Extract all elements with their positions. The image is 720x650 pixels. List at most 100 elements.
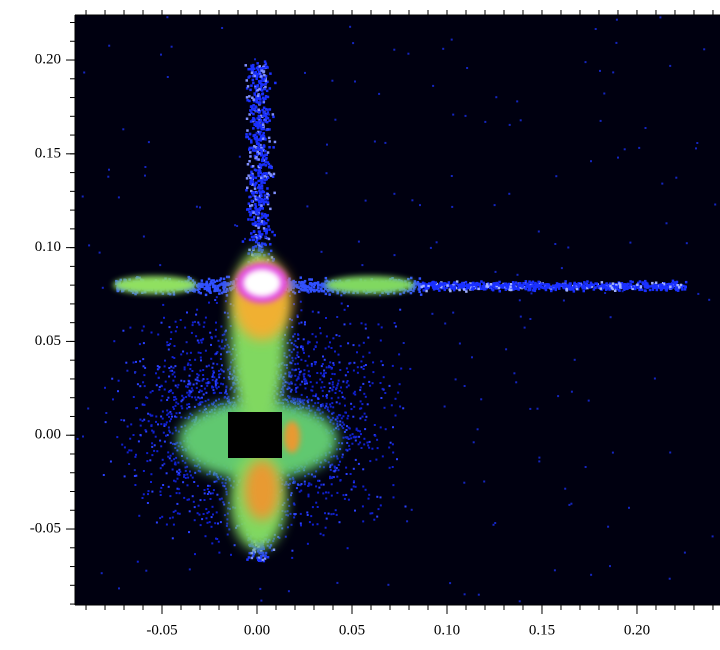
pixel	[122, 329, 125, 332]
pixel	[253, 136, 257, 140]
pixel	[186, 363, 189, 366]
pixel	[270, 166, 273, 170]
pixel	[160, 486, 163, 489]
pixel	[269, 544, 273, 547]
pixel	[273, 191, 276, 195]
pixel	[203, 283, 206, 286]
pixel	[289, 361, 292, 364]
pixel	[344, 436, 347, 439]
pixel	[260, 67, 263, 70]
pixel	[248, 132, 252, 136]
pixel	[262, 134, 266, 138]
pixel	[265, 156, 268, 160]
pixel	[174, 461, 177, 464]
pixel	[319, 412, 322, 415]
pixel	[254, 183, 257, 186]
pixel	[251, 96, 254, 99]
pixel	[264, 216, 268, 219]
pixel	[346, 449, 349, 452]
pixel	[314, 345, 317, 348]
pixel	[262, 159, 266, 162]
pixel	[248, 551, 251, 555]
pixel	[197, 321, 200, 324]
pixel	[193, 464, 196, 467]
pixel	[199, 339, 202, 342]
pixel	[186, 352, 189, 355]
pixel	[225, 329, 227, 332]
pixel	[180, 425, 183, 428]
pixel	[251, 247, 255, 250]
pixel	[246, 135, 249, 139]
pixel	[331, 463, 334, 466]
pixel	[245, 79, 248, 82]
pixel	[220, 382, 223, 385]
pixel	[201, 401, 204, 404]
pixel	[293, 513, 296, 515]
pixel	[249, 180, 252, 183]
pixel	[369, 460, 372, 463]
pixel	[296, 400, 299, 403]
pixel	[247, 202, 251, 205]
pixel	[200, 341, 203, 344]
pixel	[314, 363, 317, 366]
pixel	[230, 386, 233, 389]
pixel	[184, 477, 187, 479]
pixel	[309, 290, 312, 293]
pixel	[260, 200, 263, 204]
pixel	[265, 128, 268, 132]
pixel	[221, 334, 224, 337]
pixel	[213, 391, 216, 394]
pixel	[244, 64, 247, 67]
pixel	[352, 392, 355, 395]
pixel	[218, 551, 221, 554]
pixel	[227, 501, 230, 504]
pixel	[266, 151, 270, 154]
pixel	[158, 388, 161, 391]
pixel	[205, 508, 208, 511]
pixel	[193, 405, 196, 408]
pixel	[249, 195, 252, 199]
pixel	[330, 483, 333, 486]
pixel	[186, 484, 189, 487]
pixel	[258, 133, 261, 136]
pixel	[134, 292, 137, 296]
pixel	[196, 308, 199, 311]
pixel	[175, 398, 178, 401]
pixel	[261, 96, 265, 100]
pixel	[165, 434, 167, 437]
pixel	[182, 481, 185, 484]
pixel	[323, 369, 326, 372]
pixel	[340, 302, 343, 305]
pixel	[183, 368, 186, 371]
pixel	[257, 222, 260, 225]
pixel	[202, 337, 205, 340]
pixel	[205, 382, 208, 385]
pixel	[183, 474, 186, 477]
pixel	[194, 553, 196, 556]
pixel	[316, 523, 319, 526]
pixel	[221, 477, 224, 480]
pixel	[257, 97, 260, 100]
pixel	[172, 523, 175, 526]
pixel	[228, 367, 231, 370]
pixel	[297, 337, 300, 340]
pixel	[213, 280, 217, 284]
pixel	[345, 466, 348, 469]
pixel	[174, 375, 176, 378]
pixel	[329, 475, 331, 478]
pixel	[325, 394, 328, 396]
pixel	[208, 364, 210, 367]
pixel	[317, 311, 320, 314]
pixel	[151, 390, 154, 392]
pixel	[360, 360, 363, 363]
pixel	[279, 394, 282, 397]
pixel	[250, 179, 254, 182]
pixel	[259, 79, 263, 83]
pixel	[261, 137, 265, 140]
pixel	[252, 134, 255, 137]
pixel	[485, 286, 488, 290]
pixel	[268, 108, 272, 111]
pixel	[255, 212, 258, 215]
pixel	[268, 119, 271, 122]
pixel	[206, 488, 209, 491]
